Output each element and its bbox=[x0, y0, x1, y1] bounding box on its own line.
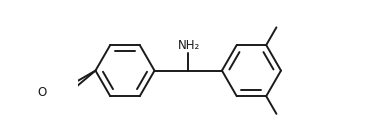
Text: O: O bbox=[38, 86, 47, 99]
Text: NH₂: NH₂ bbox=[178, 39, 200, 52]
